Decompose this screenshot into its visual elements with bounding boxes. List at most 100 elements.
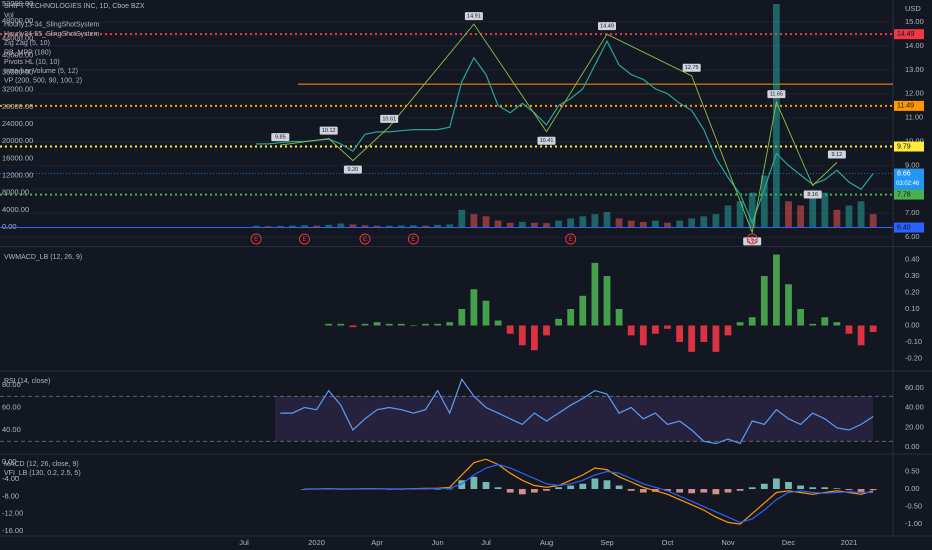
bar: [773, 478, 780, 490]
y-tick-label: 8000.00: [2, 188, 29, 197]
y-tick-label: -8.00: [2, 491, 19, 500]
pivot-label-bg: [743, 237, 762, 246]
x-tick-label: Apr: [371, 538, 383, 547]
bar: [531, 325, 538, 351]
pivot-label-bg: [598, 22, 616, 31]
bar: [603, 480, 611, 490]
bar: [385, 225, 393, 227]
y-tick-label: 0.30: [905, 271, 920, 280]
bar: [639, 221, 647, 227]
pivot-label-bg: [537, 136, 556, 145]
bar: [869, 214, 877, 227]
pivot-label-bg: [380, 114, 399, 123]
legend-entry: Intra-bar Volume (5, 12): [4, 68, 78, 75]
bar: [615, 485, 623, 490]
pane-title: VWMACD_LB (12, 26, 9): [4, 254, 82, 261]
bar: [422, 323, 429, 326]
bar: [446, 488, 454, 490]
pivot-label: 6.20: [747, 239, 758, 245]
bar: [639, 489, 647, 493]
bar: [470, 476, 478, 490]
y-tick-label: 11.00: [905, 113, 923, 122]
pivot-label: 14.49: [600, 24, 614, 30]
y-tick-label: 0.00: [2, 457, 17, 466]
bar: [773, 3, 780, 227]
bar: [458, 309, 466, 326]
line-series: [280, 378, 874, 445]
bar: [264, 226, 272, 227]
legend-entry: Vol: [4, 12, 14, 19]
y-tick-label: 40000.00: [2, 50, 33, 59]
price-tag-label: 7.78: [897, 191, 911, 198]
x-tick-label: Nov: [721, 538, 735, 547]
y-tick-label: -4.00: [2, 474, 19, 483]
bar: [494, 220, 502, 227]
bar: [712, 214, 720, 227]
y-tick-label: 13.00: [905, 65, 924, 74]
bar: [579, 483, 587, 490]
bar: [748, 487, 756, 490]
pivot-label: 11.65: [770, 92, 783, 98]
bar: [664, 222, 671, 227]
zigzag-line: [280, 23, 838, 234]
bar: [325, 224, 333, 227]
pivot-label-bg: [319, 126, 338, 135]
bar: [434, 323, 441, 326]
bar: [676, 489, 683, 493]
y-tick-label: 60.00: [905, 383, 924, 392]
earnings-label: E: [569, 237, 573, 243]
price-tag: [894, 100, 924, 111]
bar: [446, 224, 454, 227]
bar: [652, 220, 659, 227]
price-tag: [894, 189, 924, 200]
bar: [688, 489, 696, 494]
bar: [506, 222, 514, 227]
earnings-marker: [746, 233, 758, 245]
bar: [773, 254, 780, 326]
bar: [458, 480, 466, 490]
bar: [531, 222, 538, 227]
bar: [664, 325, 671, 329]
bar: [724, 205, 732, 227]
bar: [422, 225, 429, 227]
y-tick-label: 52000.00: [2, 0, 33, 8]
pivot-label: 8.16: [807, 192, 818, 198]
y-tick-label: 0.00: [905, 484, 920, 493]
bar: [313, 225, 320, 227]
pivot-label: 12.75: [685, 65, 699, 71]
bar: [591, 478, 599, 490]
bar: [506, 325, 514, 334]
y-tick-label: 15.00: [905, 17, 924, 26]
bar: [712, 489, 720, 495]
bar: [325, 323, 333, 326]
y-tick-label: 36000.00: [2, 68, 33, 77]
bar: [676, 220, 683, 227]
bar: [397, 225, 405, 227]
y-tick-label: -1.00: [905, 519, 922, 528]
bar: [482, 300, 490, 326]
x-tick-label: Jul: [239, 538, 249, 547]
earnings-marker: [359, 233, 371, 245]
y-tick-label: 7.00: [905, 208, 920, 217]
legend-entry: VP (200, 500, 90, 100, 2): [4, 77, 82, 84]
bar: [373, 225, 381, 227]
bar: [518, 325, 526, 346]
y-tick-label: 48000.00: [2, 16, 33, 25]
bar: [664, 489, 671, 491]
bar: [676, 325, 683, 342]
bar: [543, 489, 550, 491]
y-tick-label: 40.00: [2, 425, 21, 434]
bar: [760, 276, 768, 326]
y-tick-label: 24000.00: [2, 119, 33, 128]
pivot-label: 9.20: [348, 167, 359, 173]
earnings-label: E: [363, 237, 367, 243]
earnings-label: E: [411, 237, 415, 243]
x-tick-label: 2020: [308, 538, 325, 547]
bar: [821, 487, 829, 490]
legend-entry: Hourly34-55_SlingShotSystem: [4, 31, 99, 38]
legend-entry: Hourly13-34_SlingShotSystem: [4, 22, 99, 29]
bar: [652, 325, 659, 334]
y-tick-label: 0.10: [905, 304, 920, 313]
y-tick-label: 4000.00: [2, 205, 29, 214]
